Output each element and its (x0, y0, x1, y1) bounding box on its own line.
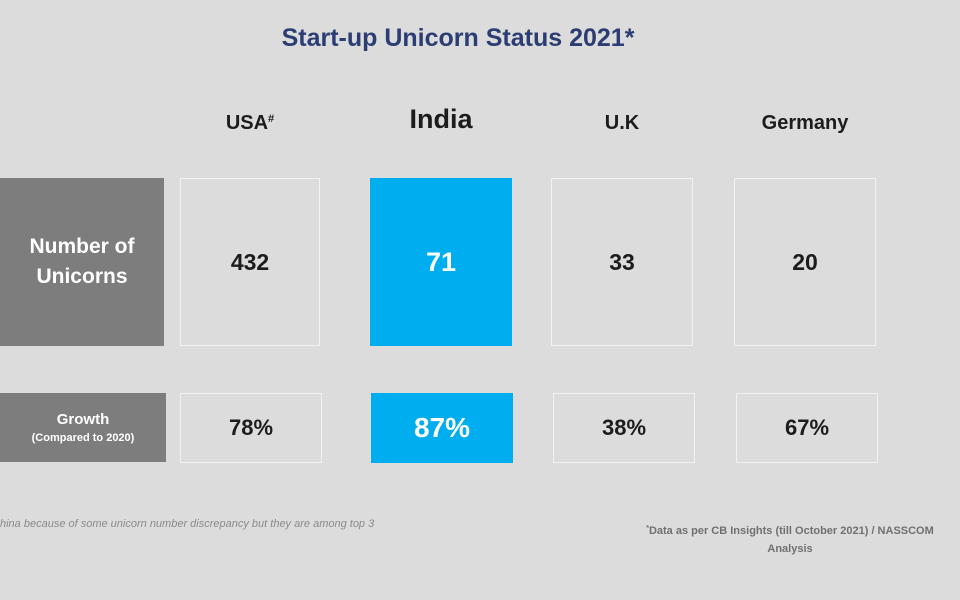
column-header-mark: # (268, 113, 275, 125)
cell-germany-growth: 67% (736, 393, 878, 463)
cell-usa-growth: 78% (180, 393, 322, 463)
column-header-uk: U.K (551, 106, 693, 140)
footnote-line: Data as per CB Insights (till October 20… (648, 525, 934, 537)
row-sublabel: (Compared to 2020) (31, 431, 135, 444)
footnote-mark: * (646, 525, 649, 532)
row-label-line: Number of (29, 235, 135, 258)
row-label-line: Growth (56, 410, 110, 428)
column-header-label: India (409, 104, 473, 134)
column-header-india: India (370, 102, 512, 136)
footnote-left: hina because of some unicorn number disc… (0, 518, 375, 530)
row-label-number-of-unicorns: Number of Unicorns (0, 178, 164, 346)
cell-uk-growth: 38% (553, 393, 695, 463)
column-header-label: USA (225, 112, 269, 134)
column-header-label: Germany (761, 112, 849, 134)
column-header-label: U.K (604, 112, 640, 134)
column-header-usa: USA# (180, 106, 320, 140)
row-label-line: Unicorns (36, 265, 128, 288)
cell-germany-unicorns: 20 (734, 178, 876, 346)
cell-usa-unicorns: 432 (180, 178, 320, 346)
chart-title: Start-up Unicorn Status 2021* (281, 24, 635, 52)
cell-india-growth: 87% (371, 393, 513, 463)
footnote-right: *Data as per CB Insights (till October 2… (560, 522, 960, 558)
cell-uk-unicorns: 33 (551, 178, 693, 346)
cell-india-unicorns: 71 (370, 178, 512, 346)
column-header-germany: Germany (734, 106, 876, 140)
footnote-line: Analysis (767, 543, 813, 555)
row-label-growth: Growth (Compared to 2020) (0, 393, 166, 462)
